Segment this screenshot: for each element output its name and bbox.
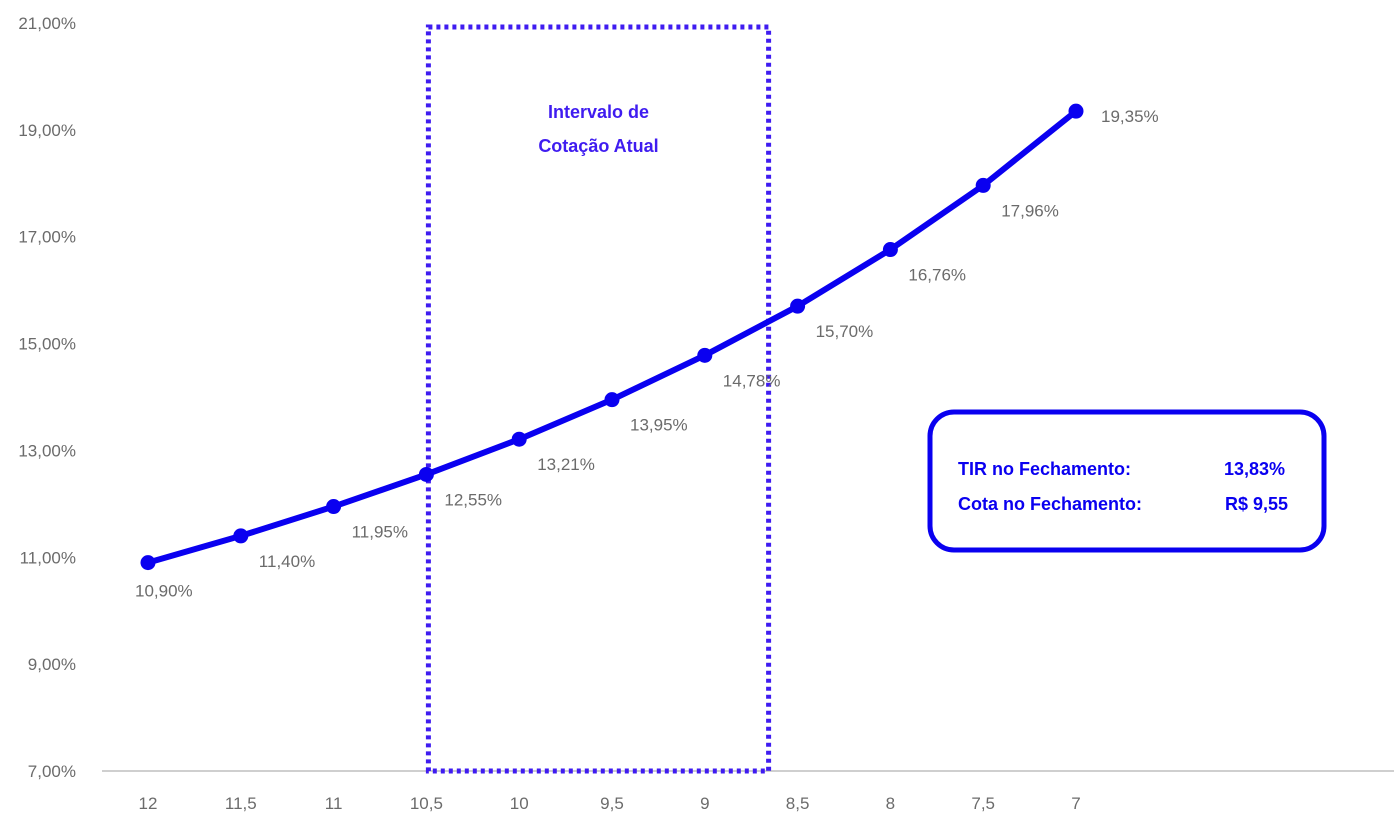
x-tick-label: 10 (510, 794, 529, 813)
x-tick-label: 8 (886, 794, 895, 813)
data-label: 11,95% (352, 523, 408, 542)
data-label: 13,21% (537, 455, 595, 474)
x-tick-label: 9,5 (600, 794, 624, 813)
data-label: 17,96% (1001, 201, 1059, 220)
x-axis: 12 11,5 11 10,5 10 9,5 9 8,5 8 7,5 7 (102, 770, 1394, 813)
data-point (1068, 103, 1084, 119)
data-point (140, 555, 156, 571)
interval-box (425, 24, 772, 774)
data-label: 16,76% (908, 266, 966, 285)
y-tick-label: 17,00% (18, 228, 76, 247)
data-point (790, 298, 806, 314)
x-tick-label: 9 (700, 794, 709, 813)
data-point (604, 392, 620, 408)
data-label: 13,95% (630, 416, 688, 435)
x-tick-label: 8,5 (786, 794, 810, 813)
info-box-frame (927, 409, 1327, 553)
data-point (233, 528, 249, 544)
data-label: 19,35% (1101, 107, 1159, 126)
data-point (697, 347, 713, 363)
data-point (418, 466, 434, 482)
x-tick-label: 12 (139, 794, 158, 813)
cota-label: Cota no Fechamento: (958, 494, 1142, 514)
data-point (326, 499, 342, 515)
data-label: 14,78% (723, 371, 781, 390)
x-tick-label: 11,5 (225, 794, 257, 813)
y-tick-label: 7,00% (28, 762, 76, 781)
tir-value: 13,83% (1224, 459, 1285, 479)
data-point (882, 242, 898, 258)
cota-value: R$ 9,55 (1225, 494, 1288, 514)
interval-label-line2: Cotação Atual (538, 136, 658, 156)
interval-annotation: Intervalo de Cotação Atual (425, 24, 772, 774)
y-axis: 7,00% 9,00% 11,00% 13,00% 15,00% 17,00% 19,00%… (18, 14, 76, 781)
data-label: 12,55% (444, 490, 502, 509)
x-tick-label: 11 (325, 794, 343, 813)
y-tick-label: 19,00% (18, 121, 76, 140)
x-tick-label: 10,5 (410, 794, 443, 813)
y-tick-label: 15,00% (18, 335, 76, 354)
data-label: 11,40% (259, 552, 315, 571)
data-point (511, 431, 527, 447)
y-tick-label: 9,00% (28, 655, 76, 674)
x-tick-label: 7 (1071, 794, 1080, 813)
tir-label: TIR no Fechamento: (958, 459, 1131, 479)
x-tick-label: 7,5 (971, 794, 995, 813)
y-tick-label: 13,00% (18, 441, 76, 460)
info-box: TIR no Fechamento: 13,83% Cota no Fecham… (927, 409, 1327, 553)
y-tick-label: 21,00% (18, 14, 76, 33)
data-label: 10,90% (135, 582, 193, 601)
y-tick-label: 11,00% (20, 548, 76, 567)
interval-label-line1: Intervalo de (548, 102, 649, 122)
series-group: 10,90% 11,40% 11,95% 12,55% 13,21% 13,95% 14,7… (135, 103, 1159, 601)
data-label: 15,70% (816, 322, 874, 341)
data-point (975, 177, 991, 193)
